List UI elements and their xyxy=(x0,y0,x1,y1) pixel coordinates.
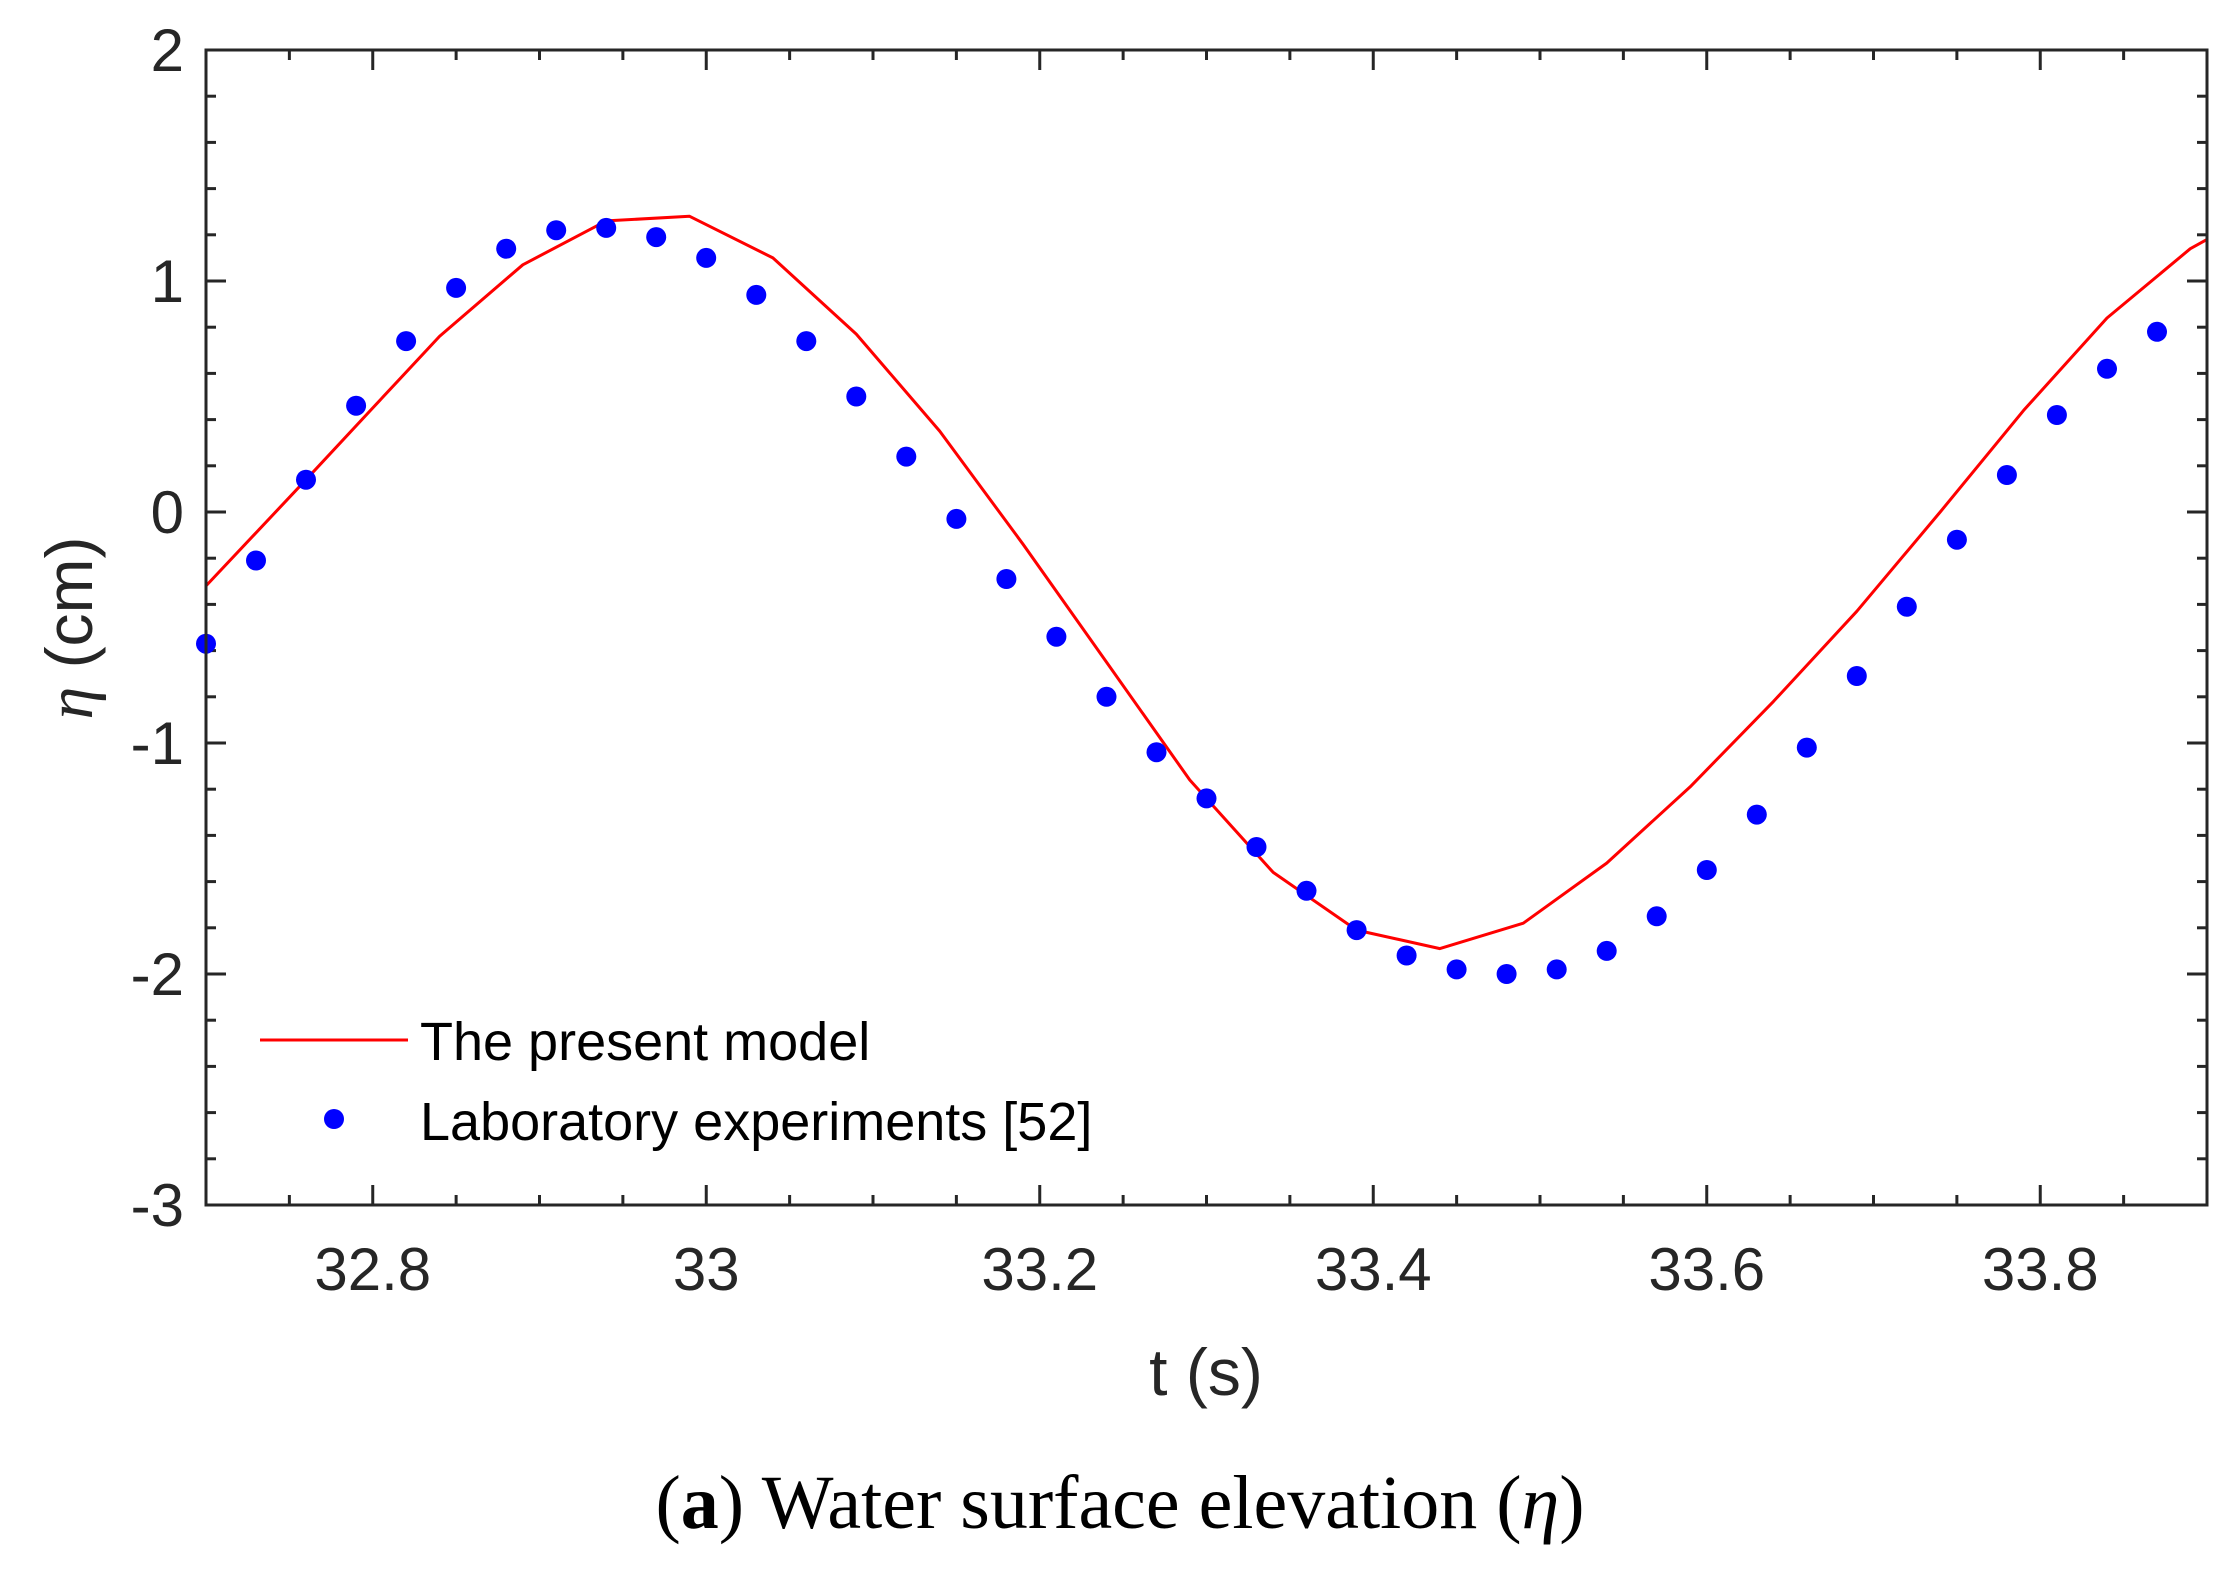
experiment-point xyxy=(2147,321,2167,342)
x-axis-label: t (s) xyxy=(1149,1335,1263,1409)
y-axis-symbol: η xyxy=(34,687,107,720)
plot-area-frame xyxy=(204,48,2209,1207)
series-laboratory-experiments xyxy=(196,217,2167,984)
experiment-point xyxy=(1296,880,1317,901)
experiment-point xyxy=(746,284,767,305)
experiment-point xyxy=(1596,940,1617,961)
y-tick-label: -2 xyxy=(131,941,184,1008)
experiment-point xyxy=(596,217,617,238)
experiment-point xyxy=(246,550,266,571)
experiment-point xyxy=(1846,666,1867,686)
y-axis-label: η (cm) xyxy=(32,536,107,719)
experiment-point xyxy=(996,569,1017,589)
experiment-point xyxy=(1196,788,1217,809)
legend-marker-swatch xyxy=(324,1109,344,1129)
experiment-point xyxy=(796,331,817,352)
y-tick-label: -3 xyxy=(131,1172,184,1239)
experiment-point xyxy=(1496,964,1517,984)
experiment-point xyxy=(1146,742,1167,763)
experiment-point xyxy=(1646,906,1667,927)
experiment-point xyxy=(1096,686,1117,707)
x-tick-label: 33.8 xyxy=(1982,1236,2099,1303)
experiment-point xyxy=(1946,529,1967,550)
experiment-point xyxy=(1796,737,1817,758)
experiment-point xyxy=(1396,945,1417,966)
experiment-point xyxy=(1246,837,1267,857)
series-present-model xyxy=(204,214,2208,951)
experiment-point xyxy=(1996,465,2017,485)
legend-label-model: The present model xyxy=(420,1012,870,1072)
experiment-point xyxy=(496,238,517,259)
experiment-point xyxy=(2097,358,2117,379)
experiment-point xyxy=(646,227,667,248)
experiment-point xyxy=(446,277,467,298)
experiment-point xyxy=(1896,596,1917,617)
figure-caption: (a) Water surface elevation (η) xyxy=(0,1460,2240,1547)
x-tick-labels: 32.8 33 33.2 33.4 33.6 33.8 xyxy=(314,1236,2098,1303)
y-tick-label: 2 xyxy=(151,17,184,84)
experiment-point xyxy=(296,469,316,490)
experiment-point xyxy=(1446,959,1467,980)
experiment-point xyxy=(896,446,917,467)
x-tick-label: 33.6 xyxy=(1648,1236,1765,1303)
experiment-point xyxy=(1696,860,1717,880)
x-tick-label: 33.4 xyxy=(1315,1236,1432,1303)
caption-letter: a xyxy=(680,1461,719,1545)
legend: The present model Laboratory experiments… xyxy=(260,1012,1092,1152)
y-tick-label: 0 xyxy=(151,479,184,546)
caption-text: Water surface elevation ( xyxy=(744,1461,1522,1545)
experiment-point xyxy=(396,331,417,352)
caption-symbol: η xyxy=(1521,1461,1560,1545)
x-tick-label: 32.8 xyxy=(314,1236,431,1303)
experiment-point xyxy=(1546,959,1567,980)
experiment-point xyxy=(546,220,567,241)
y-tick-labels: 2 1 0 -1 -2 -3 xyxy=(131,17,184,1239)
legend-label-experiments: Laboratory experiments [52] xyxy=(420,1092,1092,1152)
experiment-point xyxy=(696,247,717,268)
model-line xyxy=(204,214,2208,951)
experiment-point xyxy=(1346,920,1367,941)
experiment-point xyxy=(2046,405,2067,425)
experiment-point xyxy=(1046,626,1067,647)
y-tick-label: 1 xyxy=(151,248,184,315)
x-tick-label: 33.2 xyxy=(981,1236,1098,1303)
caption-end: ) xyxy=(1559,1461,1585,1545)
y-tick-label: -1 xyxy=(131,710,184,777)
x-tick-label: 33 xyxy=(673,1236,740,1303)
experiment-point xyxy=(846,386,867,407)
experiment-point xyxy=(1746,804,1767,825)
caption-open-paren: ( xyxy=(655,1461,681,1545)
y-axis-unit: (cm) xyxy=(32,536,106,686)
caption-close-paren: ) xyxy=(718,1461,745,1545)
experiment-point xyxy=(946,508,967,529)
experiment-point xyxy=(346,395,367,416)
